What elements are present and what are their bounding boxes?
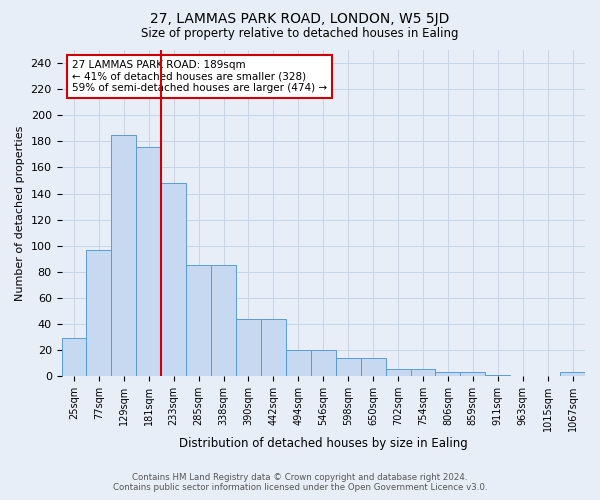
Bar — [211, 266, 236, 376]
Bar — [436, 372, 460, 376]
Bar — [62, 338, 86, 376]
Bar — [86, 250, 112, 376]
Bar — [410, 368, 436, 376]
Text: 27 LAMMAS PARK ROAD: 189sqm
← 41% of detached houses are smaller (328)
59% of se: 27 LAMMAS PARK ROAD: 189sqm ← 41% of det… — [72, 60, 327, 93]
Text: Size of property relative to detached houses in Ealing: Size of property relative to detached ho… — [141, 28, 459, 40]
Bar — [236, 319, 261, 376]
Bar — [336, 358, 361, 376]
Bar — [161, 183, 186, 376]
Y-axis label: Number of detached properties: Number of detached properties — [15, 126, 25, 301]
Bar — [286, 350, 311, 376]
Bar — [386, 368, 410, 376]
Bar — [560, 372, 585, 376]
Bar — [460, 372, 485, 376]
Bar — [112, 135, 136, 376]
Bar — [361, 358, 386, 376]
Bar — [311, 350, 336, 376]
Bar — [261, 319, 286, 376]
Bar — [136, 146, 161, 376]
Text: Contains HM Land Registry data © Crown copyright and database right 2024.
Contai: Contains HM Land Registry data © Crown c… — [113, 473, 487, 492]
Bar — [485, 375, 510, 376]
Text: 27, LAMMAS PARK ROAD, LONDON, W5 5JD: 27, LAMMAS PARK ROAD, LONDON, W5 5JD — [151, 12, 449, 26]
X-axis label: Distribution of detached houses by size in Ealing: Distribution of detached houses by size … — [179, 437, 467, 450]
Bar — [186, 266, 211, 376]
